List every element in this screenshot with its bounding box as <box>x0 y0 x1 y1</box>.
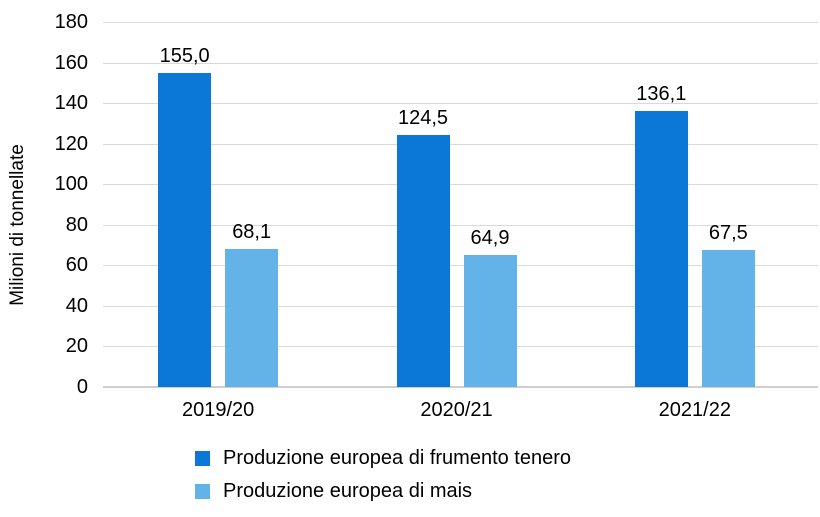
bar-series1-2020/21 <box>396 134 450 387</box>
bar-value-label-series1-2019/20: 155,0 <box>159 44 210 67</box>
bar-series2-2019/20 <box>225 248 279 387</box>
bar-series2-2020/21 <box>463 255 517 387</box>
y-tick-label-20: 20 <box>65 335 88 358</box>
y-tick-label-120: 120 <box>54 132 88 155</box>
gridline-80 <box>103 224 818 226</box>
y-tick-label-80: 80 <box>65 213 88 236</box>
gridline-100 <box>103 184 818 186</box>
y-tick-label-140: 140 <box>54 92 88 115</box>
y-tick-label-0: 0 <box>76 376 88 398</box>
y-tick-label-40: 40 <box>65 294 88 317</box>
gridline-120 <box>103 143 818 145</box>
gridline-180 <box>103 22 818 23</box>
x-axis-line <box>103 386 818 388</box>
x-axis-label-2020/21: 2020/21 <box>420 399 493 421</box>
y-tick-label-160: 160 <box>54 51 88 74</box>
bar-value-label-series1-2020/21: 124,5 <box>397 106 449 129</box>
gridline-140 <box>103 103 818 105</box>
gridline-60 <box>103 265 818 267</box>
bar-series1-2019/20 <box>158 72 212 387</box>
bar-value-label-series2-2019/20: 68,1 <box>232 220 272 243</box>
y-tick-label-180: 180 <box>54 11 88 33</box>
legend-label-2: Produzione europea di mais <box>223 479 473 502</box>
x-axis-label-2021/22: 2021/22 <box>658 399 731 421</box>
legend-swatch-icon <box>195 450 210 466</box>
bar-value-label-series2-2021/22: 67,5 <box>708 222 748 245</box>
bar-value-label-series1-2021/22: 136,1 <box>636 83 687 106</box>
bar-series2-2021/22 <box>701 250 755 387</box>
gridline-160 <box>103 62 818 64</box>
legend-item-1: Produzione europea di frumento tenero <box>195 446 571 470</box>
y-tick-label-60: 60 <box>65 254 88 277</box>
gridline-20 <box>103 346 818 348</box>
legend-label-1: Produzione europea di frumento tenero <box>223 446 572 469</box>
legend-swatch-icon <box>195 483 210 499</box>
y-tick-label-100: 100 <box>54 173 88 196</box>
bar-series1-2021/22 <box>634 111 688 387</box>
gridline-40 <box>103 305 818 307</box>
legend-item-2: Produzione europea di mais <box>195 479 472 503</box>
x-axis-label-2019/20: 2019/20 <box>182 399 255 421</box>
bar-value-label-series2-2020/21: 64,9 <box>470 227 510 250</box>
